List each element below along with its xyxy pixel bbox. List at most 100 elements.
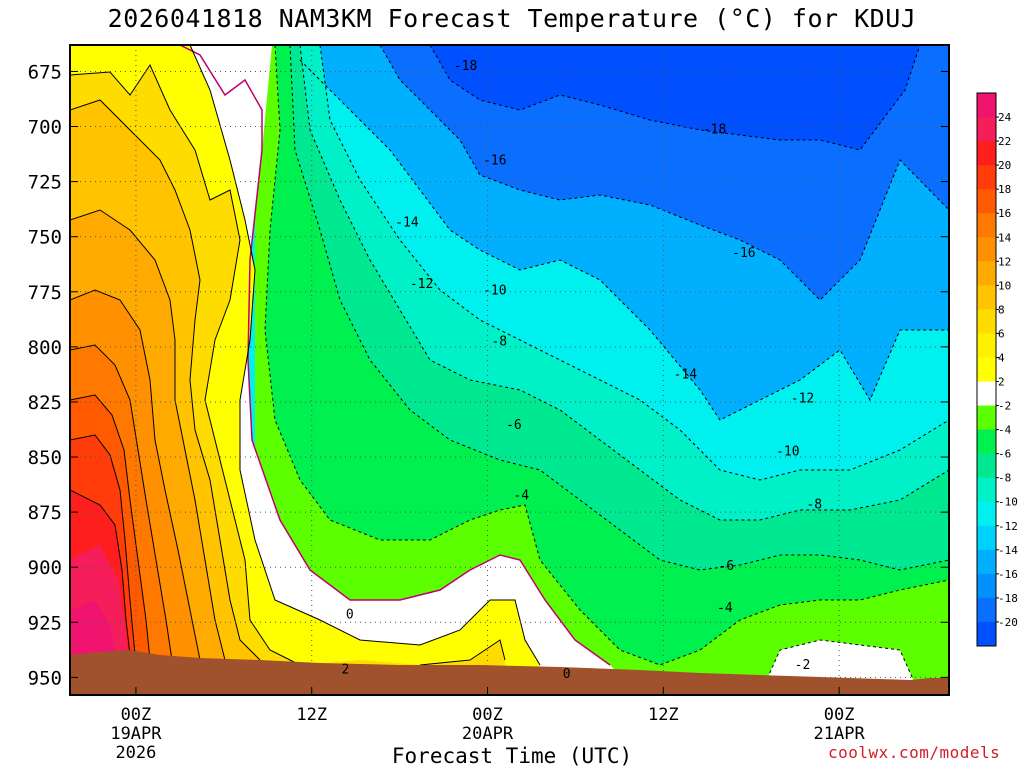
contour-label: -6 [718, 559, 734, 574]
colorbar-frame [976, 92, 997, 647]
contour-label: 0 [346, 607, 354, 622]
colorbar-swatch [977, 549, 996, 575]
colorbar-label: -4 [998, 424, 1012, 437]
colorbar-label: -20 [998, 616, 1018, 629]
colorbar-swatch [977, 309, 996, 334]
x-tick-label: 20APR [462, 724, 514, 744]
y-tick-label: 875 [28, 502, 62, 524]
credit-text: coolwx.com/models [828, 743, 1001, 762]
colorbar-label: 20 [998, 159, 1011, 172]
colorbar-label: 16 [998, 207, 1011, 220]
colorbar-swatch [977, 141, 996, 166]
contour-label: -8 [491, 334, 507, 349]
colorbar-label: 14 [998, 231, 1012, 244]
contour-label: -14 [674, 367, 698, 382]
colorbar-swatch [977, 573, 996, 599]
contour-label: -14 [395, 215, 419, 230]
colorbar-label: 8 [998, 303, 1005, 316]
colorbar-swatch [977, 357, 996, 383]
x-axis-label: Forecast Time (UTC) [391, 744, 633, 768]
colorbar-label: 10 [998, 279, 1011, 292]
y-axis: 675 700 725 750 775 800 825 850 875 900 925 950 [28, 61, 949, 689]
colorbar-swatch [977, 189, 996, 214]
x-tick-label: 21APR [814, 724, 866, 744]
colorbar-swatch [977, 261, 996, 286]
fill-minus6 [255, 45, 949, 695]
colorbar-swatch [977, 213, 996, 238]
contour-label: -6 [506, 418, 522, 433]
x-tick-label: 19APR [110, 724, 162, 744]
y-tick-label: 675 [28, 61, 62, 83]
y-tick-label: 825 [28, 392, 62, 414]
colorbar-swatch [977, 237, 996, 262]
y-tick-label: 750 [28, 227, 62, 249]
x-tick-label: 00Z [121, 705, 152, 725]
contour-label: -10 [483, 284, 506, 299]
contour-label: -16 [483, 154, 506, 169]
x-tick-label: 2026 [115, 743, 156, 763]
chart-title: 2026041818 NAM3KM Forecast Temperature (… [107, 4, 917, 33]
y-tick-label: 800 [28, 337, 62, 359]
colorbar-swatch [977, 453, 996, 479]
colorbar-swatch [977, 117, 996, 142]
contour-label: 2 [342, 663, 350, 678]
negative-contours [264, 45, 949, 695]
y-tick-label: 700 [28, 117, 62, 139]
plot-frame [69, 44, 950, 696]
contour-label: -8 [806, 497, 822, 512]
positive-contours [70, 45, 541, 666]
x-tick-label: 00Z [472, 705, 503, 725]
colorbar-swatch [977, 477, 996, 503]
colorbar-label: 4 [998, 351, 1005, 364]
contour-label: -18 [454, 59, 477, 74]
grid-lines [70, 45, 949, 695]
colorbar-swatch [977, 405, 996, 431]
colorbar-label: -12 [998, 520, 1018, 533]
colorbar-label: 6 [998, 327, 1005, 340]
colorbar-label: -14 [998, 544, 1018, 557]
colorbar-swatch [977, 525, 996, 551]
contour-label: -4 [717, 601, 733, 616]
contour-label: -2 [795, 658, 811, 673]
colorbar-label: 18 [998, 183, 1011, 196]
colorbar-label: 12 [998, 255, 1011, 268]
zero-contour [179, 45, 611, 666]
x-tick-label: 12Z [648, 705, 679, 725]
y-tick-label: 850 [28, 447, 62, 469]
contour-label: -12 [791, 392, 814, 407]
colorbar-label: -2 [998, 400, 1011, 413]
colorbar-swatch [977, 597, 996, 623]
fill-plus22 [70, 600, 116, 655]
colorbar-swatch [977, 93, 996, 118]
y-tick-label: 900 [28, 557, 62, 579]
terrain [70, 650, 949, 695]
contour-labels: -18 -18 -16 -16 -14 -14 -12 -12 -10 -10 -8 -8 -6 -6 -4… [342, 59, 823, 682]
colorbar-swatch [977, 381, 996, 407]
colorbar-label: 24 [998, 111, 1012, 124]
contour-label: -18 [703, 123, 726, 138]
contour-label: -16 [732, 246, 755, 261]
colorbar-swatch [977, 285, 996, 310]
colorbar: 24 22 20 18 16 14 12 10 8 6 4 2 -2 -4 -6 -8 -10 -12 -14 -16… [976, 92, 1018, 647]
x-tick-label: 12Z [296, 705, 327, 725]
y-tick-label: 725 [28, 172, 62, 194]
y-tick-label: 950 [28, 667, 62, 689]
colorbar-swatch [977, 429, 996, 455]
colorbar-swatch [977, 621, 996, 647]
colorbar-label: 2 [998, 376, 1005, 389]
y-tick-label: 925 [28, 612, 62, 634]
contour-label: 0 [563, 667, 571, 682]
y-tick-label: 775 [28, 282, 62, 304]
colorbar-swatch [977, 165, 996, 190]
colorbar-swatch [977, 333, 996, 358]
colorbar-swatch [977, 501, 996, 527]
colorbar-label: -18 [998, 592, 1018, 605]
colorbar-label: -8 [998, 472, 1011, 485]
contour-label: -10 [776, 444, 799, 459]
x-tick-label: 00Z [824, 705, 855, 725]
fill-minus20 [430, 45, 920, 150]
colorbar-label: -16 [998, 568, 1018, 581]
contour-label: -12 [410, 277, 433, 292]
